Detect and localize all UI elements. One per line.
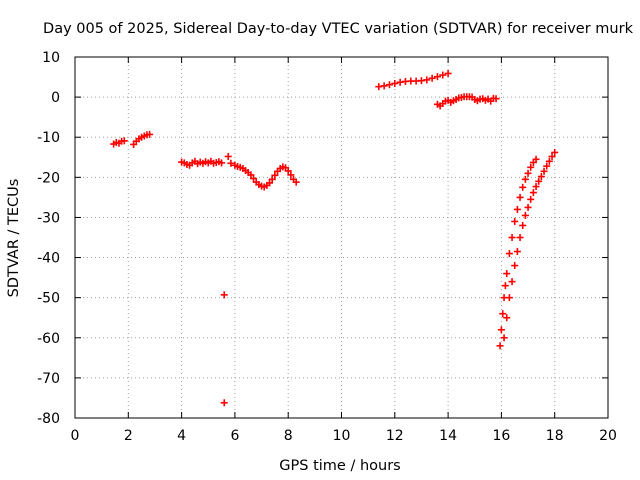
- data-point: [535, 177, 543, 185]
- y-tick-label: 10: [42, 50, 60, 66]
- x-tick-label: 4: [177, 428, 186, 444]
- y-tick-label: 0: [51, 90, 60, 106]
- data-point: [385, 81, 393, 89]
- y-tick-label: -50: [37, 291, 60, 307]
- data-point: [524, 203, 532, 211]
- data-point: [247, 171, 255, 179]
- data-point: [423, 76, 431, 84]
- data-point: [540, 167, 548, 175]
- data-point: [220, 399, 228, 407]
- data-point: [375, 83, 383, 91]
- data-point: [503, 270, 511, 278]
- data-point: [497, 326, 505, 334]
- data-point: [519, 221, 527, 229]
- x-tick-label: 12: [386, 428, 404, 444]
- data-point: [511, 217, 519, 225]
- data-point: [516, 234, 524, 241]
- data-point: [268, 175, 276, 183]
- x-tick-label: 6: [230, 428, 239, 444]
- data-point: [492, 95, 500, 103]
- y-tick-label: -30: [37, 210, 60, 226]
- data-point: [444, 69, 452, 77]
- data-point: [220, 291, 228, 299]
- data-point: [287, 171, 295, 179]
- data-point: [496, 342, 504, 350]
- x-tick-label: 2: [124, 428, 133, 444]
- data-point: [513, 205, 521, 213]
- data-point: [511, 262, 519, 270]
- x-tick-label: 18: [546, 428, 564, 444]
- data-point: [500, 334, 508, 342]
- x-tick-label: 8: [284, 428, 293, 444]
- data-point: [284, 167, 292, 175]
- y-tick-label: -80: [37, 411, 60, 427]
- data-point: [499, 310, 507, 318]
- data-point: [439, 71, 447, 79]
- data-point: [417, 77, 425, 85]
- data-point: [505, 250, 513, 258]
- data-point: [548, 152, 556, 160]
- data-point: [505, 294, 513, 302]
- data-point: [513, 248, 521, 256]
- data-point: [527, 195, 535, 203]
- data-point: [146, 130, 154, 138]
- data-point: [516, 193, 524, 201]
- data-point: [543, 162, 551, 170]
- data-point: [266, 179, 274, 187]
- x-tick-label: 0: [71, 428, 80, 444]
- data-point: [508, 278, 516, 286]
- y-tick-label: -20: [37, 170, 60, 186]
- data-point: [271, 171, 279, 179]
- y-tick-label: -10: [37, 130, 60, 146]
- data-point: [521, 211, 529, 219]
- data-point: [551, 148, 559, 156]
- data-point: [508, 234, 516, 241]
- x-tick-label: 14: [439, 428, 457, 444]
- data-point: [524, 169, 532, 177]
- data-point: [391, 79, 399, 87]
- data-point: [218, 159, 226, 167]
- data-point: [545, 157, 553, 165]
- data-point: [227, 159, 235, 167]
- y-tick-label: -40: [37, 251, 60, 267]
- data-point: [428, 74, 436, 82]
- data-point: [433, 73, 441, 81]
- data-point: [120, 137, 128, 145]
- data-point: [521, 175, 529, 183]
- data-point: [503, 314, 511, 322]
- y-tick-label: -70: [37, 371, 60, 387]
- data-point: [537, 173, 545, 181]
- x-tick-label: 16: [492, 428, 510, 444]
- data-point: [224, 152, 232, 160]
- x-axis-label: GPS time / hours: [279, 458, 400, 474]
- data-point: [529, 189, 537, 197]
- data-point: [532, 183, 540, 191]
- data-point: [380, 82, 388, 90]
- data-point: [519, 183, 527, 191]
- data-point: [532, 155, 540, 163]
- y-tick-label: -60: [37, 331, 60, 347]
- data-point: [527, 163, 535, 171]
- x-tick-label: 10: [333, 428, 351, 444]
- data-point: [292, 178, 300, 186]
- x-tick-label: 20: [599, 428, 617, 444]
- chart-title: Day 005 of 2025, Sidereal Day-to-day VTE…: [43, 21, 634, 37]
- data-point: [396, 78, 404, 86]
- y-axis-label: SDTVAR / TECUs: [6, 179, 22, 298]
- data-point: [250, 175, 258, 183]
- data-point: [501, 282, 509, 290]
